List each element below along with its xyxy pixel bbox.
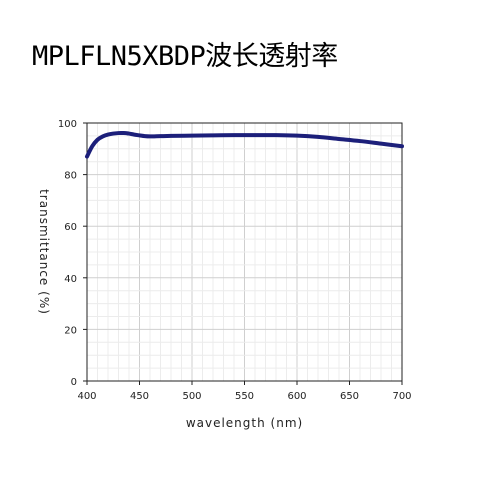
- y-tick-label: 80: [64, 171, 77, 182]
- page-title: MPLFLN5XBDP波长透射率: [32, 41, 338, 72]
- y-tick-label: 0: [71, 377, 77, 388]
- y-axis-ticks: 0 20 40 60 80 100: [58, 119, 87, 388]
- x-tick-label: 500: [182, 391, 201, 402]
- x-tick-label: 450: [130, 391, 149, 402]
- x-tick-label: 650: [340, 391, 359, 402]
- x-tick-label: 400: [77, 391, 96, 402]
- x-tick-label: 600: [287, 391, 306, 402]
- y-tick-label: 20: [64, 325, 77, 336]
- y-tick-label: 60: [64, 222, 77, 233]
- transmittance-series-line: [85, 131, 404, 159]
- y-tick-label: 100: [58, 119, 77, 130]
- x-tick-label: 700: [392, 391, 411, 402]
- chart-grid: [87, 123, 402, 381]
- x-tick-label: 550: [235, 391, 254, 402]
- x-axis-label: wavelength (nm): [186, 416, 303, 430]
- y-tick-label: 40: [64, 274, 77, 285]
- x-axis-ticks: 400 450 500 550 600 650 700: [77, 381, 412, 402]
- y-axis-label: transmittance (%): [37, 189, 51, 315]
